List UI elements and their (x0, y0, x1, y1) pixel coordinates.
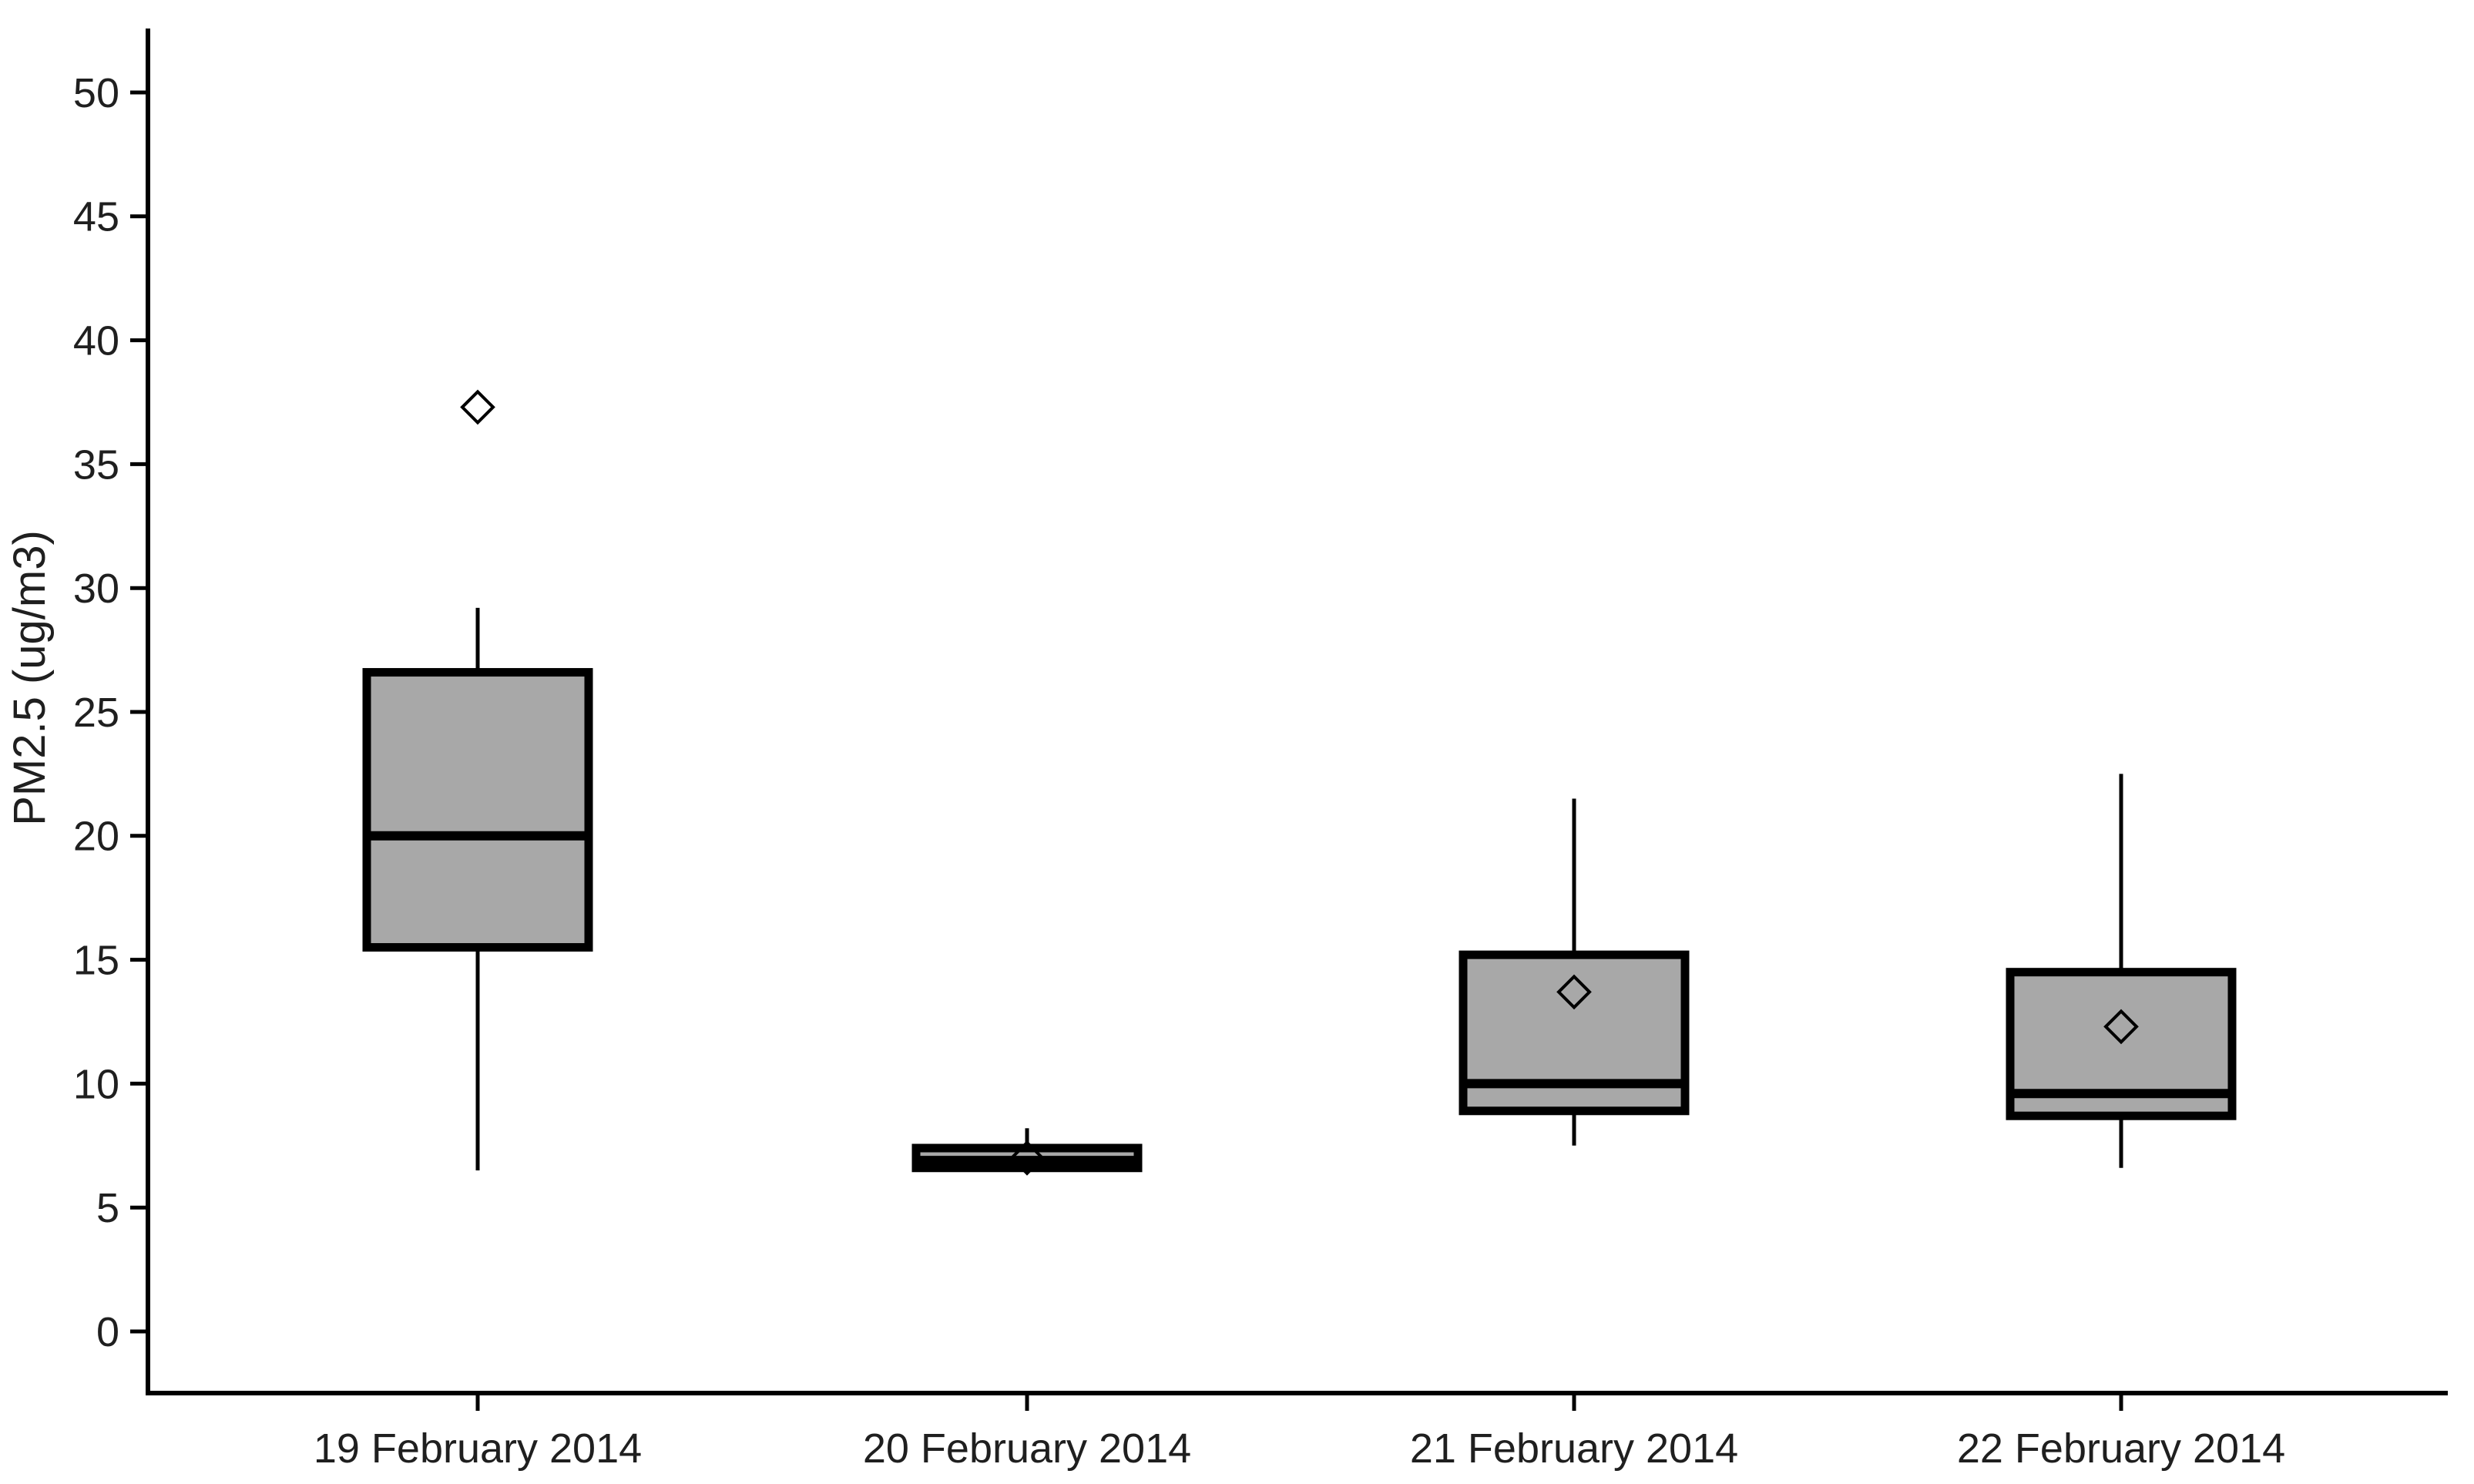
y-tick-label-30: 30 (73, 566, 119, 612)
y-tick-label-40: 40 (73, 318, 119, 364)
y-tick-label-45: 45 (73, 194, 119, 240)
x-category-label-3: 22 February 2014 (1957, 1425, 2285, 1472)
y-tick-label-10: 10 (73, 1061, 119, 1107)
iqr-box (362, 668, 593, 952)
x-category-label-0: 19 February 2014 (314, 1425, 642, 1472)
x-category-label-2: 21 February 2014 (1410, 1425, 1738, 1472)
box-group-2 (1459, 798, 1690, 1146)
y-tick-label-0: 0 (96, 1309, 119, 1355)
y-tick-label-15: 15 (73, 938, 119, 984)
y-tick-label-5: 5 (96, 1185, 119, 1231)
y-tick-label-25: 25 (73, 690, 119, 736)
x-category-label-1: 20 February 2014 (863, 1425, 1191, 1472)
y-tick-label-50: 50 (73, 70, 119, 116)
y-axis-title: PM2.5 (ug/m3) (5, 530, 55, 826)
y-tick-label-20: 20 (73, 814, 119, 860)
box-group-1 (911, 1128, 1143, 1176)
diamond-marker (1009, 1140, 1045, 1176)
box-group-3 (2006, 774, 2237, 1168)
y-tick-label-35: 35 (73, 442, 119, 488)
diamond-marker (1556, 974, 1592, 1010)
diamond-marker (2103, 1009, 2139, 1045)
box-group-0 (362, 389, 593, 1170)
diamond-marker (460, 389, 495, 425)
